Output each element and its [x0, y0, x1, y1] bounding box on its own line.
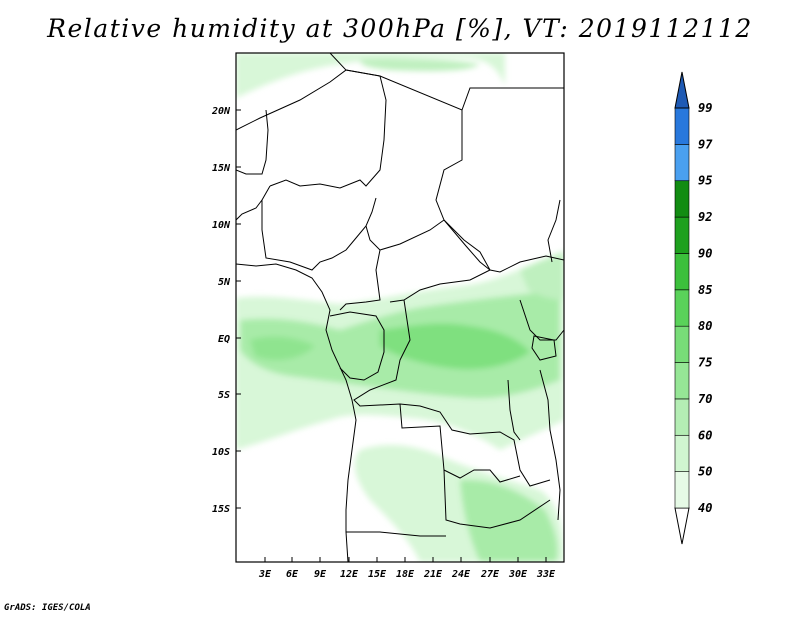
border-west-africa — [236, 109, 269, 175]
colorbar-level-label: 50 — [698, 465, 712, 479]
lat-label-10s: 10S — [212, 447, 230, 458]
map-title: Relative humidity at 300hPa [%], VT: 201… — [47, 14, 753, 43]
lat-label-15s: 15S — [212, 504, 230, 515]
border-lake-victoria — [531, 335, 557, 361]
border-angola-zambia — [399, 403, 521, 483]
lon-ticks — [264, 557, 547, 562]
colorbar-lower-triangle — [674, 507, 690, 545]
lat-label-5s: 5S — [218, 390, 230, 401]
colorbar-box — [674, 398, 690, 436]
colorbar-box — [674, 253, 690, 291]
border-drc — [353, 299, 551, 487]
border-cameroon — [339, 225, 381, 311]
border-sudan-south — [489, 255, 564, 273]
border-niger-chad — [269, 69, 387, 189]
lat-label-20n: 20N — [211, 106, 231, 117]
colorbar-box — [674, 216, 690, 254]
humidity-equatorial-peak — [380, 323, 530, 370]
lat-label-10n: 10N — [212, 220, 231, 231]
colorbar-level-label: 85 — [698, 283, 712, 297]
colorbar-box — [674, 289, 690, 327]
grads-credit: GrADS: IGES/COLA — [4, 603, 91, 613]
lon-label-24e: 24E — [451, 569, 471, 580]
border-zambia-south — [443, 469, 551, 529]
border-car — [379, 219, 491, 303]
colorbar-level-label: 92 — [698, 210, 712, 224]
colorbar-boxes — [674, 71, 690, 545]
border-libya-egypt — [345, 69, 564, 111]
colorbar-box — [674, 471, 690, 509]
border-chad-sudan — [435, 110, 491, 271]
lat-label-5n: 5N — [218, 277, 231, 288]
lon-label-12e: 12E — [340, 569, 359, 580]
colorbar-level-label: 97 — [698, 137, 713, 151]
lon-label-27e: 27E — [480, 569, 500, 580]
latitude-axis: 20N 15N 10N 5N EQ 5S 10S 15S — [211, 106, 241, 515]
border-algeria-libya — [236, 53, 347, 131]
border-west-2 — [236, 199, 263, 221]
colorbar-level-label: 40 — [698, 501, 712, 515]
colorbar-box — [674, 434, 690, 472]
colorbar-box — [674, 180, 690, 218]
lat-label-15n: 15N — [212, 163, 231, 174]
border-lake-tanganyika — [507, 379, 521, 441]
lat-label-eq: EQ — [218, 334, 230, 345]
colorbar-box — [674, 325, 690, 363]
longitude-axis: 3E 6E 9E 12E 15E 18E 21E 24E 27E 30E 33E — [258, 557, 556, 580]
border-nigeria — [261, 185, 377, 271]
lat-ticks — [236, 109, 241, 509]
border-coast — [236, 263, 357, 562]
colorbar-level-label: 80 — [698, 319, 712, 333]
border-congo — [329, 311, 385, 381]
border-east-2 — [547, 199, 561, 263]
colorbar: 40 50 60 70 75 80 85 90 92 95 97 99 — [674, 71, 713, 545]
humidity-field — [236, 53, 564, 562]
humidity-north-band — [236, 53, 505, 98]
colorbar-level-label: 60 — [698, 428, 712, 442]
colorbar-labels: 40 50 60 70 75 80 85 90 92 95 97 99 — [698, 101, 713, 515]
colorbar-box — [674, 107, 690, 145]
lon-label-9e: 9E — [314, 569, 327, 580]
lon-label-6e: 6E — [286, 569, 299, 580]
border-angola-namibia — [346, 531, 446, 537]
lon-label-3e: 3E — [258, 569, 272, 580]
humidity-south-core — [460, 479, 558, 562]
colorbar-level-label: 70 — [698, 392, 712, 406]
colorbar-level-label: 99 — [698, 101, 712, 115]
lon-label-21e: 21E — [423, 569, 443, 580]
humidity-east-strip — [520, 254, 564, 300]
border-east — [519, 299, 564, 341]
colorbar-level-label: 95 — [698, 174, 712, 188]
lon-label-15e: 15E — [368, 569, 387, 580]
lon-label-18e: 18E — [396, 569, 415, 580]
colorbar-upper-triangle — [674, 71, 690, 109]
country-borders — [236, 53, 564, 562]
border-east-3 — [539, 369, 561, 521]
colorbar-level-label: 75 — [698, 356, 712, 370]
colorbar-box — [674, 362, 690, 400]
colorbar-box — [674, 144, 690, 182]
lon-label-30e: 30E — [508, 569, 528, 580]
colorbar-level-label: 90 — [698, 246, 712, 260]
map-frame — [235, 52, 565, 563]
lon-label-33e: 33E — [536, 569, 556, 580]
humidity-north-band-inner — [360, 58, 480, 72]
humidity-west-core — [250, 336, 315, 361]
